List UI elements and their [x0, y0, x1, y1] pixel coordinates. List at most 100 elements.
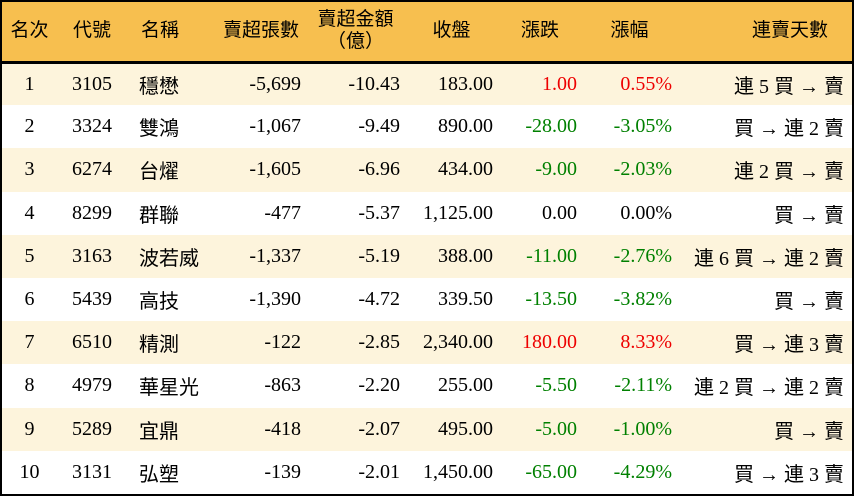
change-cell: -11.00	[526, 244, 577, 267]
change-pct-cell: -2.11%	[614, 374, 672, 397]
close-cell: 434.00	[438, 158, 493, 181]
rank-cell: 5	[24, 244, 35, 267]
rank-cell: 8	[24, 374, 35, 397]
change-cell: -5.50	[535, 374, 577, 397]
sell-amount-cell: -4.72	[358, 288, 400, 311]
code-cell: 5439	[72, 288, 112, 311]
code-cell: 5289	[72, 417, 112, 440]
sell-amount-cell: -2.07	[358, 417, 400, 440]
close-cell: 255.00	[438, 374, 493, 397]
table-row: 1 3105 穩懋 -5,699 -10.43 183.00 1.00 0.55…	[2, 62, 852, 106]
streak-cell: 連 2 買 → 賣	[734, 161, 844, 184]
table-row: 7 6510 精測 -122 -2.85 2,340.00 180.00 8.3…	[2, 321, 852, 365]
change-pct-cell: -4.29%	[613, 460, 672, 483]
code-cell: 6510	[72, 331, 112, 354]
close-cell: 1,450.00	[423, 460, 493, 483]
code-cell: 3324	[72, 115, 112, 138]
change-pct-cell: -2.76%	[613, 244, 672, 267]
change-pct-cell: -3.82%	[613, 288, 672, 311]
table-header: 名次 代號 名稱 賣超張數 賣超金額 （億） 收盤 漲跌 漲幅 連賣天數	[2, 2, 852, 62]
change-cell: 180.00	[522, 331, 577, 354]
header-change: 漲跌	[520, 20, 559, 42]
rank-cell: 3	[24, 158, 35, 181]
change-cell: -5.00	[535, 417, 577, 440]
rank-cell: 2	[24, 115, 35, 138]
name-cell: 群聯	[139, 204, 179, 227]
name-cell: 華星光	[139, 377, 199, 400]
table-row: 2 3324 雙鴻 -1,067 -9.49 890.00 -28.00 -3.…	[2, 105, 852, 149]
close-cell: 183.00	[438, 72, 493, 95]
sell-volume-cell: -5,699	[249, 72, 301, 95]
header-code: 代號	[72, 20, 111, 42]
name-cell: 高技	[139, 291, 179, 314]
sell-amount-cell: -9.49	[358, 115, 400, 138]
code-cell: 8299	[72, 201, 112, 224]
sell-amount-cell: -2.20	[358, 374, 400, 397]
sell-volume-cell: -1,337	[249, 244, 301, 267]
name-cell: 雙鴻	[139, 118, 179, 141]
streak-cell: 連 2 買 → 連 2 賣	[694, 377, 844, 400]
header-close: 收盤	[432, 20, 471, 42]
sell-volume-cell: -863	[264, 374, 301, 397]
header-row: 名次 代號 名稱 賣超張數 賣超金額 （億） 收盤 漲跌 漲幅 連賣天數	[2, 2, 852, 62]
table-row: 8 4979 華星光 -863 -2.20 255.00 -5.50 -2.11…	[2, 364, 852, 408]
streak-cell: 連 6 買 → 連 2 賣	[694, 247, 844, 270]
close-cell: 1,125.00	[423, 201, 493, 224]
header-streak: 連賣天數	[751, 20, 828, 42]
sell-volume-cell: -122	[264, 331, 301, 354]
header-name: 名稱	[141, 20, 180, 42]
table-row: 6 5439 高技 -1,390 -4.72 339.50 -13.50 -3.…	[2, 277, 852, 322]
rank-cell: 6	[24, 288, 35, 311]
change-cell: -9.00	[535, 158, 577, 181]
header-sell-amount: 賣超金額 （億）	[317, 9, 394, 53]
close-cell: 495.00	[438, 417, 493, 440]
sell-volume-cell: -477	[264, 201, 301, 224]
name-cell: 精測	[139, 334, 179, 357]
code-cell: 3163	[72, 244, 112, 267]
name-cell: 宜鼎	[139, 420, 179, 443]
streak-cell: 買 → 賣	[774, 420, 844, 443]
change-cell: -65.00	[525, 460, 577, 483]
sell-amount-cell: -2.85	[358, 331, 400, 354]
streak-cell: 連 5 買 → 賣	[734, 75, 844, 98]
change-pct-cell: -3.05%	[613, 115, 672, 138]
table-body: 1 3105 穩懋 -5,699 -10.43 183.00 1.00 0.55…	[2, 62, 852, 494]
table-row: 3 6274 台燿 -1,605 -6.96 434.00 -9.00 -2.0…	[2, 148, 852, 192]
table-row: 4 8299 群聯 -477 -5.37 1,125.00 0.00 0.00%…	[2, 191, 852, 235]
rank-cell: 4	[24, 201, 35, 224]
close-cell: 339.50	[438, 288, 493, 311]
change-cell: -13.50	[525, 288, 577, 311]
change-cell: -28.00	[525, 115, 577, 138]
name-cell: 台燿	[139, 161, 179, 184]
streak-cell: 買 → 連 3 賣	[734, 463, 844, 486]
rank-cell: 9	[24, 417, 35, 440]
sell-volume-cell: -1,067	[249, 115, 301, 138]
code-cell: 4979	[72, 374, 112, 397]
header-sell-volume: 賣超張數	[222, 20, 299, 42]
change-pct-cell: -2.03%	[613, 158, 672, 181]
streak-cell: 買 → 連 2 賣	[734, 118, 844, 141]
sell-volume-cell: -1,605	[249, 158, 301, 181]
change-pct-cell: 0.55%	[620, 72, 672, 95]
sell-volume-cell: -1,390	[249, 288, 301, 311]
sell-amount-cell: -10.43	[348, 72, 400, 95]
change-cell: 1.00	[542, 72, 577, 95]
sell-volume-cell: -139	[264, 460, 301, 483]
header-rank: 名次	[10, 20, 49, 42]
name-cell: 穩懋	[139, 75, 179, 98]
close-cell: 890.00	[438, 115, 493, 138]
table-row: 9 5289 宜鼎 -418 -2.07 495.00 -5.00 -1.00%…	[2, 407, 852, 451]
rank-cell: 1	[24, 72, 35, 95]
streak-cell: 買 → 賣	[774, 291, 844, 314]
close-cell: 2,340.00	[423, 331, 493, 354]
sell-volume-cell: -418	[264, 417, 301, 440]
sell-amount-cell: -5.37	[358, 201, 400, 224]
code-cell: 6274	[72, 158, 112, 181]
table-row: 10 3131 弘塑 -139 -2.01 1,450.00 -65.00 -4…	[2, 450, 852, 494]
sell-amount-cell: -5.19	[358, 244, 400, 267]
code-cell: 3131	[72, 460, 112, 483]
code-cell: 3105	[72, 72, 112, 95]
rank-cell: 7	[24, 331, 35, 354]
